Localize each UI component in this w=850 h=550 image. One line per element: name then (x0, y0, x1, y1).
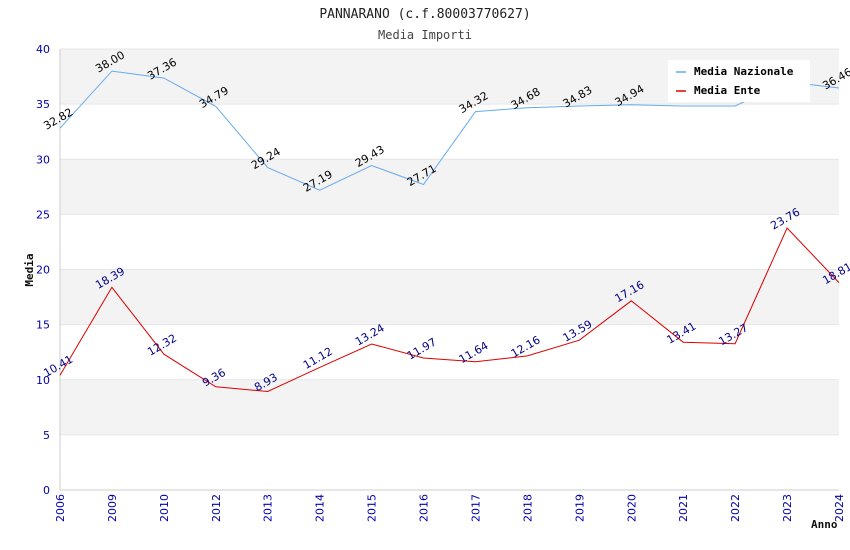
y-tick-label: 15 (36, 319, 50, 332)
band-1 (60, 379, 839, 435)
band-5 (60, 159, 839, 215)
y-tick-label: 20 (36, 264, 50, 277)
y-tick-label: 35 (36, 98, 50, 111)
legend-label-media-nazionale: Media Nazionale (694, 65, 794, 78)
y-tick-label: 30 (36, 153, 50, 166)
y-tick-label: 40 (36, 43, 50, 56)
x-tick-label: 2012 (210, 494, 223, 522)
legend-label-media-ente: Media Ente (694, 84, 761, 97)
chart-subtitle: Media Importi (378, 28, 472, 42)
y-axis-title: Media (23, 253, 36, 286)
legend: Media Nazionale Media Ente (668, 60, 810, 102)
y-tick-label: 0 (43, 484, 50, 497)
band-6 (60, 104, 839, 160)
x-tick-label: 2023 (781, 494, 794, 522)
x-tick-label: 2020 (625, 494, 638, 522)
y-tick-label: 25 (36, 208, 50, 221)
x-tick-label: 2024 (833, 494, 846, 522)
x-tick-label: 2018 (521, 494, 534, 522)
y-tick-label: 10 (36, 374, 50, 387)
band-3 (60, 269, 839, 325)
y-axis-ticks: 0 5 10 15 20 25 30 35 40 (36, 43, 50, 497)
x-tick-label: 2013 (262, 494, 275, 522)
series-line-media-nazionale (59, 70, 840, 191)
band-4 (60, 214, 839, 270)
x-axis-ticks: 2006 2009 2010 2012 2013 2014 2015 2016 2017 2018… (54, 494, 846, 522)
x-tick-label: 2015 (366, 494, 379, 522)
background-bands (60, 49, 839, 490)
legend-box (668, 60, 810, 102)
y-tick-label: 5 (43, 429, 50, 442)
x-tick-label: 2014 (314, 494, 327, 522)
x-tick-label: 2010 (158, 494, 171, 522)
series-line-media-ente (59, 227, 840, 393)
series-group (59, 70, 840, 393)
x-tick-label: 2006 (54, 494, 67, 522)
band-0 (60, 434, 839, 490)
x-tick-label: 2021 (677, 494, 690, 522)
chart-title: PANNARANO (c.f.80003770627) (319, 7, 530, 22)
x-tick-label: 2016 (418, 494, 431, 522)
x-tick-label: 2022 (729, 494, 742, 522)
x-axis-title: Anno (811, 518, 838, 531)
x-tick-label: 2009 (106, 494, 119, 522)
x-tick-label: 2017 (469, 494, 482, 522)
x-tick-label: 2019 (573, 494, 586, 522)
